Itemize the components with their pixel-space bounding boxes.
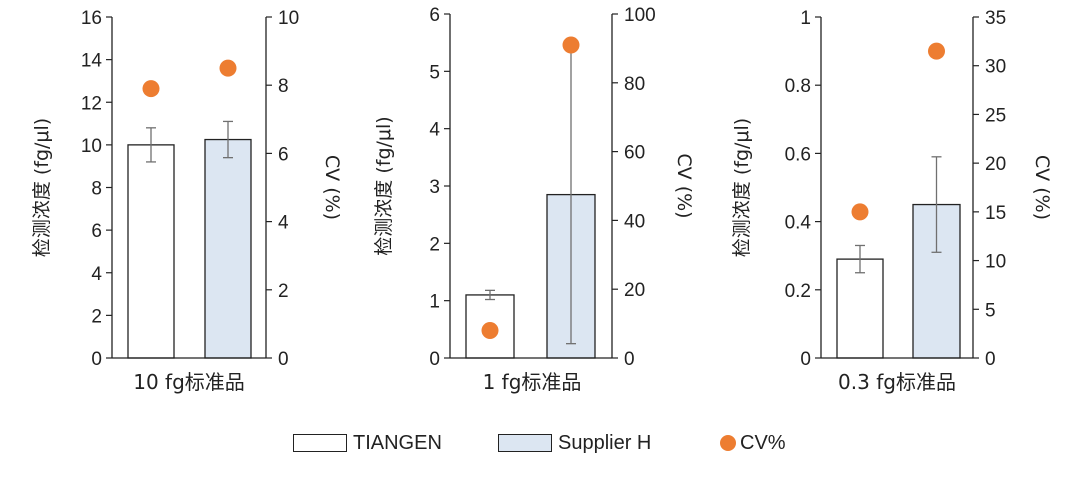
y2-tick-label: 10	[278, 8, 299, 29]
y2-tick-label: 30	[985, 57, 1006, 78]
y2-tick-label: 8	[278, 76, 289, 97]
y2-tick-label: 10	[985, 252, 1006, 273]
y2-axis-title: CV (%)	[1031, 155, 1053, 220]
y2-tick-label: 6	[278, 144, 289, 165]
legend-label-tiangen: TIANGEN	[353, 431, 442, 454]
y-tick-label: 0.4	[785, 213, 812, 234]
y-tick-label: 0.6	[785, 144, 811, 165]
y2-tick-label: 100	[624, 5, 656, 26]
legend-marker-cv	[720, 435, 736, 451]
cv-point	[928, 42, 945, 60]
y2-tick-label: 0	[985, 349, 996, 370]
y-tick-label: 1	[800, 8, 811, 29]
legend-item-tiangen: TIANGEN	[293, 426, 442, 460]
y2-tick-label: 25	[985, 105, 1006, 126]
legend-label-supplier: Supplier H	[558, 431, 652, 454]
y2-axis-title: CV (%)	[321, 155, 343, 220]
y-axis-title: 检测浓度 (fg/μl)	[373, 116, 395, 255]
cv-point	[562, 36, 580, 54]
y2-tick-label: 0	[624, 349, 635, 370]
legend: TIANGEN Supplier H CV%	[0, 426, 1080, 460]
chart-panel-1: 0 2 4 6 8 10 12 14 16 0 2 4 6 8 10 检测浓度 (fg/μl) CV (%) 10…	[31, 8, 343, 394]
y-axis-title: 检测浓度 (fg/μl)	[731, 118, 753, 257]
legend-swatch-tiangen	[293, 434, 347, 452]
y-tick-label: 0.2	[785, 281, 811, 302]
cv-point	[142, 80, 160, 98]
y-tick-label: 2	[429, 234, 440, 255]
bar-tiangen	[836, 258, 884, 359]
y-tick-label: 0	[91, 349, 102, 370]
legend-label-cv: CV%	[740, 431, 786, 454]
y-tick-label: 6	[429, 5, 440, 26]
category-label: 1 fg标准品	[483, 370, 582, 394]
y2-tick-label: 35	[985, 8, 1006, 29]
y-tick-label: 10	[81, 136, 102, 157]
cv-point	[219, 59, 237, 77]
y2-tick-label: 4	[278, 213, 289, 234]
y-tick-label: 4	[91, 264, 102, 285]
y-axis-title: 检测浓度 (fg/μl)	[31, 118, 53, 257]
y-tick-label: 0	[800, 349, 811, 370]
category-label: 10 fg标准品	[133, 370, 245, 394]
y-tick-label: 6	[91, 221, 102, 242]
y-tick-label: 3	[429, 177, 440, 198]
y-tick-label: 14	[81, 51, 103, 72]
y-tick-label: 1	[429, 292, 440, 313]
bar-tiangen	[127, 144, 175, 359]
y-tick-label: 4	[429, 120, 440, 141]
legend-item-supplier: Supplier H	[498, 426, 651, 460]
legend-swatch-supplier	[498, 434, 552, 452]
y-tick-label: 2	[91, 306, 102, 327]
y2-tick-label: 2	[278, 281, 289, 302]
y2-tick-label: 20	[985, 154, 1006, 175]
y2-tick-label: 60	[624, 143, 645, 164]
y-tick-label: 8	[91, 179, 102, 200]
y2-tick-label: 5	[985, 300, 996, 321]
y2-tick-label: 20	[624, 280, 645, 301]
y-tick-label: 12	[81, 93, 102, 114]
y-tick-label: 0.8	[785, 76, 811, 97]
cv-point	[851, 203, 869, 221]
y-tick-label: 0	[429, 349, 440, 370]
cv-point	[481, 321, 499, 339]
y2-tick-label: 0	[278, 349, 289, 370]
bar-supplier-h	[204, 138, 252, 359]
category-label: 0.3 fg标准品	[838, 370, 956, 394]
y-tick-label: 5	[429, 62, 440, 83]
y2-tick-label: 80	[624, 74, 645, 95]
y-tick-label: 16	[81, 8, 102, 29]
legend-item-cv: CV%	[720, 426, 786, 460]
y2-tick-label: 40	[624, 211, 645, 232]
y2-axis-title: CV (%)	[673, 153, 695, 218]
y2-tick-label: 15	[985, 203, 1006, 224]
